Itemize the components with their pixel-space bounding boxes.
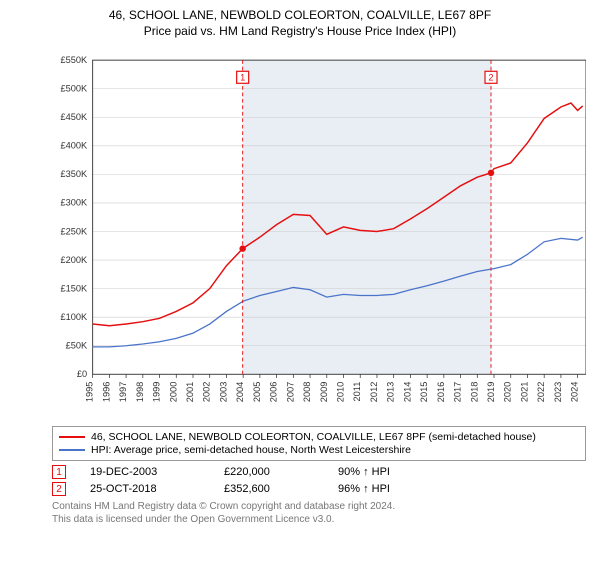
x-tick-label: 2019 <box>486 382 496 403</box>
legend-swatch <box>59 436 85 438</box>
x-tick-label: 2017 <box>453 382 463 403</box>
legend-text: 46, SCHOOL LANE, NEWBOLD COLEORTON, COAL… <box>91 431 536 443</box>
transaction-price: £352,600 <box>224 483 314 495</box>
marker-id: 2 <box>488 73 493 83</box>
x-tick-label: 2009 <box>319 382 329 403</box>
y-tick-label: £150K <box>60 283 88 293</box>
x-tick-label: 1995 <box>85 382 95 403</box>
x-tick-label: 2000 <box>168 382 178 403</box>
x-tick-label: 2016 <box>436 382 446 403</box>
x-tick-label: 2007 <box>285 382 295 403</box>
footer-attribution: Contains HM Land Registry data © Crown c… <box>52 500 586 526</box>
x-tick-label: 2013 <box>386 382 396 403</box>
y-tick-label: £250K <box>60 226 88 236</box>
footer-line2: This data is licensed under the Open Gov… <box>52 513 586 526</box>
x-tick-label: 2005 <box>252 382 262 403</box>
legend: 46, SCHOOL LANE, NEWBOLD COLEORTON, COAL… <box>52 426 586 461</box>
transaction-row: 1 19-DEC-2003 £220,000 90% ↑ HPI <box>52 465 586 479</box>
x-tick-label: 2014 <box>402 382 412 403</box>
y-tick-label: £450K <box>60 112 88 122</box>
x-tick-label: 1997 <box>118 382 128 403</box>
x-tick-label: 1998 <box>135 382 145 403</box>
legend-swatch <box>59 449 85 451</box>
transaction-pct: 90% ↑ HPI <box>338 466 390 478</box>
x-tick-label: 2020 <box>503 382 513 403</box>
x-tick-label: 2001 <box>185 382 195 403</box>
x-tick-label: 2004 <box>235 382 245 403</box>
y-tick-label: £400K <box>60 141 88 151</box>
x-tick-label: 2010 <box>336 382 346 403</box>
y-tick-label: £550K <box>60 55 88 65</box>
x-tick-label: 2011 <box>352 382 362 402</box>
legend-item: 46, SCHOOL LANE, NEWBOLD COLEORTON, COAL… <box>59 431 579 443</box>
y-tick-label: £100K <box>60 312 88 322</box>
transaction-table: 1 19-DEC-2003 £220,000 90% ↑ HPI 2 25-OCT-201… <box>52 465 586 496</box>
legend-item: HPI: Average price, semi-detached house,… <box>59 444 579 456</box>
transaction-date: 19-DEC-2003 <box>90 466 200 478</box>
y-tick-label: £350K <box>60 169 88 179</box>
legend-text: HPI: Average price, semi-detached house,… <box>91 444 411 456</box>
chart-subtitle: Price paid vs. HM Land Registry's House … <box>0 24 600 38</box>
chart-container: 46, SCHOOL LANE, NEWBOLD COLEORTON, COAL… <box>0 8 600 568</box>
x-tick-label: 2008 <box>302 382 312 403</box>
transaction-row: 2 25-OCT-2018 £352,600 96% ↑ HPI <box>52 482 586 496</box>
x-tick-label: 2022 <box>536 382 546 403</box>
transaction-date: 25-OCT-2018 <box>90 483 200 495</box>
transaction-price: £220,000 <box>224 466 314 478</box>
transaction-marker: 2 <box>52 482 66 496</box>
x-tick-label: 1999 <box>152 382 162 403</box>
x-tick-label: 2023 <box>553 382 563 403</box>
y-tick-label: £200K <box>60 255 88 265</box>
transaction-marker: 1 <box>52 465 66 479</box>
x-tick-label: 1996 <box>101 382 111 403</box>
x-tick-label: 2012 <box>369 382 379 403</box>
x-tick-label: 2002 <box>202 382 212 403</box>
x-tick-label: 2015 <box>419 382 429 403</box>
x-tick-label: 2018 <box>469 382 479 403</box>
transaction-pct: 96% ↑ HPI <box>338 483 390 495</box>
y-tick-label: £300K <box>60 198 88 208</box>
y-tick-label: £50K <box>66 340 88 350</box>
x-tick-label: 2021 <box>519 382 529 403</box>
marker-dot <box>239 245 245 251</box>
y-tick-label: £0 <box>77 369 87 379</box>
x-tick-label: 2024 <box>570 382 580 403</box>
footer-line1: Contains HM Land Registry data © Crown c… <box>52 500 586 513</box>
plot-area: £0 £50K £100K £150K £200K £250K £300K £350K £400… <box>52 44 586 420</box>
marker-dot <box>488 170 494 176</box>
x-tick-label: 2003 <box>218 382 228 403</box>
x-tick-label: 2006 <box>269 382 279 403</box>
marker-id: 1 <box>240 73 245 83</box>
y-tick-label: £500K <box>60 83 88 93</box>
chart-title: 46, SCHOOL LANE, NEWBOLD COLEORTON, COAL… <box>0 8 600 22</box>
chart-svg: £0 £50K £100K £150K £200K £250K £300K £350K £400… <box>52 44 586 420</box>
